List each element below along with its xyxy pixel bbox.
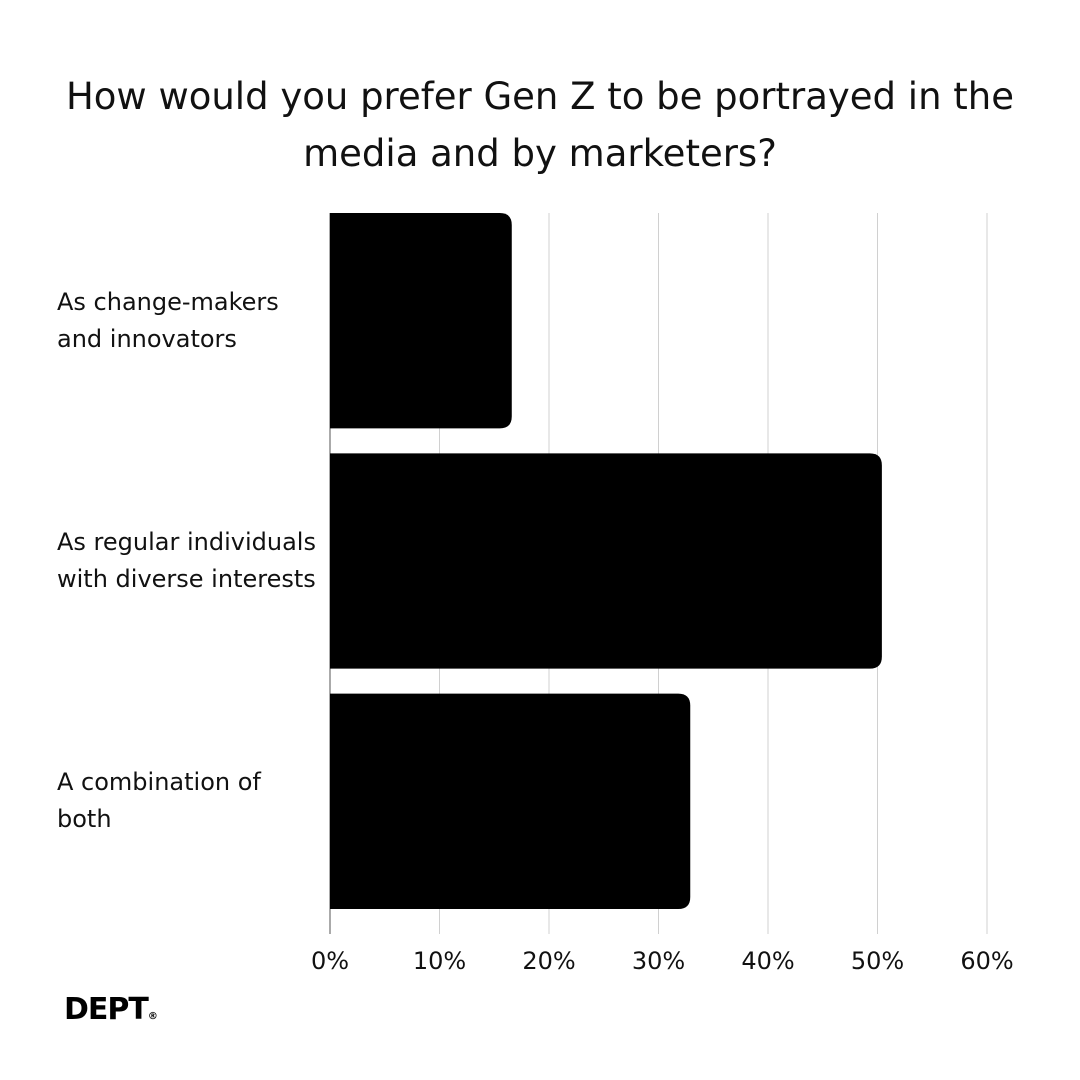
logo-text: DEPT	[64, 992, 149, 1027]
chart-title: How would you prefer Gen Z to be portray…	[65, 75, 1015, 175]
x-tick-label: 60%	[960, 947, 1013, 975]
x-tick-label: 10%	[413, 947, 466, 975]
x-tick-label: 30%	[632, 947, 685, 975]
x-tick-label: 40%	[741, 947, 794, 975]
x-tick-label: 50%	[851, 947, 904, 975]
x-tick-label: 0%	[311, 947, 349, 975]
y-tick-label: As change-makers and innovators	[57, 287, 279, 353]
y-tick-label: A combination of both	[57, 768, 261, 834]
bar	[330, 453, 882, 669]
x-tick-label: 20%	[522, 947, 575, 975]
bar	[330, 213, 512, 429]
logo-mark: ®	[147, 1011, 158, 1022]
logo: DEPT®	[64, 992, 158, 1027]
bar	[330, 693, 691, 909]
y-tick-label: As regular individuals with diverse inte…	[57, 528, 316, 593]
